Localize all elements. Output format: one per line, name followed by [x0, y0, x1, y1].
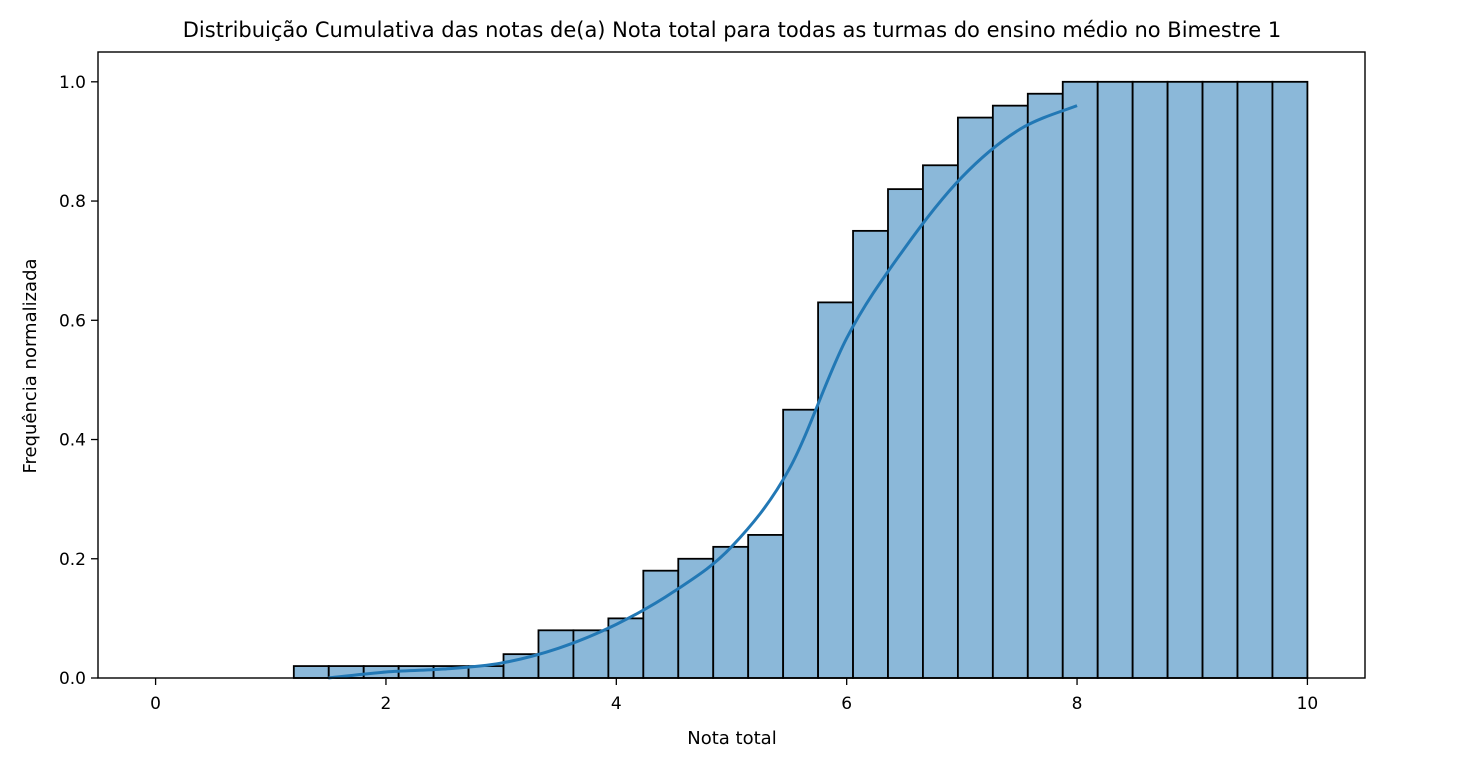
- x-tick-label: 0: [150, 694, 161, 714]
- histogram-bar: [782, 408, 819, 679]
- histogram-bar: [1271, 80, 1309, 679]
- y-tick-label: 1.0: [59, 73, 86, 93]
- x-tick-label: 8: [1072, 694, 1083, 714]
- y-tick-label: 0.2: [59, 550, 86, 570]
- histogram-bar: [292, 665, 330, 679]
- y-tick-label: 0.8: [59, 192, 86, 212]
- histogram-bar: [1201, 80, 1239, 679]
- x-tick-label: 6: [841, 694, 852, 714]
- x-tick-label: 2: [381, 694, 392, 714]
- x-tick-label: 10: [1297, 694, 1319, 714]
- kde-curve: [328, 104, 1078, 680]
- x-axis-label: Nota total: [687, 728, 776, 749]
- x-tick-label: 4: [611, 694, 622, 714]
- histogram-bar: [922, 164, 959, 679]
- histogram-bar: [1061, 80, 1099, 679]
- histogram-bar: [572, 629, 610, 679]
- chart-title: Distribuição Cumulativa das notas de(a) …: [183, 18, 1281, 42]
- histogram-bar: [1131, 80, 1169, 679]
- y-axis-label: Frequência normalizada: [20, 258, 41, 473]
- y-tick-label: 0.4: [59, 431, 86, 451]
- y-tick-label: 0.6: [59, 311, 86, 331]
- axis-ticks: 0 2 4 6 8 10 0.0 0.2 0.4 0.6 0.8 1.0: [59, 73, 1318, 714]
- histogram-bar: [1096, 80, 1134, 679]
- histogram-bar: [747, 534, 785, 679]
- y-tick-label: 0.0: [59, 669, 86, 689]
- histogram-bar: [1236, 80, 1274, 679]
- histogram-bar: [712, 545, 750, 679]
- histogram-bar: [956, 116, 994, 679]
- histogram-bars: [292, 80, 1309, 679]
- kde-curve-layer: [328, 104, 1078, 680]
- plot-frame: [97, 51, 1366, 679]
- histogram-bar: [991, 104, 1029, 679]
- histogram-bar: [1026, 92, 1064, 679]
- histogram-bar: [642, 569, 680, 679]
- histogram-bar: [1166, 80, 1204, 679]
